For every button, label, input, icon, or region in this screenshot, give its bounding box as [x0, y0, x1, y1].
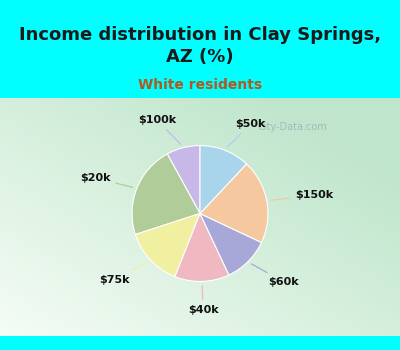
Text: $40k: $40k [188, 286, 218, 315]
Wedge shape [132, 154, 200, 234]
Text: White residents: White residents [138, 78, 262, 92]
Text: $60k: $60k [252, 264, 299, 287]
Text: $50k: $50k [228, 119, 266, 147]
Wedge shape [200, 164, 268, 243]
Wedge shape [200, 146, 246, 214]
Text: $100k: $100k [138, 115, 181, 145]
Wedge shape [167, 146, 200, 214]
Text: $150k: $150k [271, 190, 333, 201]
Text: $20k: $20k [80, 173, 133, 187]
Wedge shape [175, 214, 229, 281]
Wedge shape [200, 214, 262, 275]
Text: $75k: $75k [99, 262, 147, 285]
Text: City-Data.com: City-Data.com [257, 121, 327, 132]
Wedge shape [135, 214, 200, 276]
Text: Income distribution in Clay Springs,
AZ (%): Income distribution in Clay Springs, AZ … [19, 26, 381, 66]
